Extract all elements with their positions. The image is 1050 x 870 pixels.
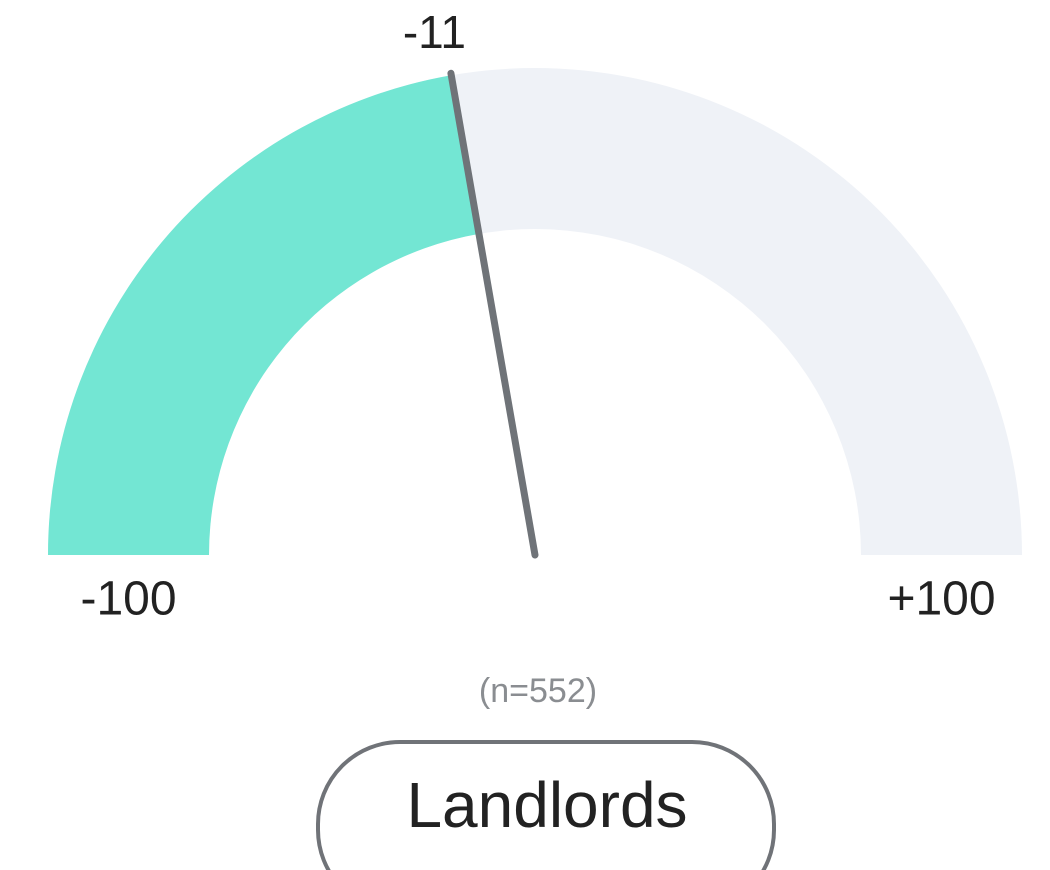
- label-text[interactable]: Landlords: [406, 769, 687, 841]
- label-button[interactable]: [316, 740, 776, 870]
- tick-label: -100: [80, 573, 176, 626]
- needle: [447, 69, 539, 559]
- gauge: [48, 68, 1022, 559]
- tick-label: +100: [887, 573, 995, 626]
- value-label: -11: [403, 6, 466, 58]
- sample-size: (n=552): [479, 672, 597, 710]
- gauge-value: [48, 75, 479, 555]
